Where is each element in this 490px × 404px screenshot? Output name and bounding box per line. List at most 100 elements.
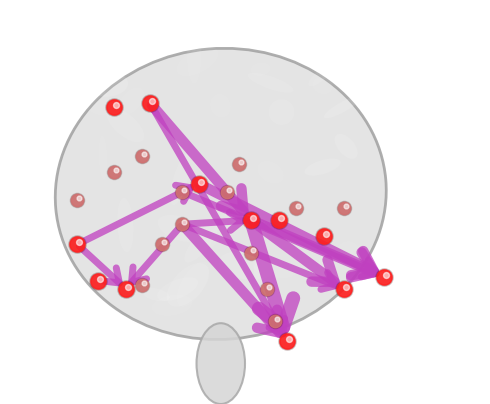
Point [74, 197, 81, 203]
Point [247, 217, 255, 223]
Point [195, 181, 202, 187]
Point [75, 195, 83, 201]
Point [140, 150, 148, 157]
Point [146, 100, 154, 106]
Ellipse shape [88, 72, 128, 97]
Ellipse shape [143, 288, 170, 301]
Ellipse shape [254, 254, 273, 285]
Ellipse shape [117, 198, 133, 252]
Point [286, 336, 294, 343]
Point [160, 239, 168, 246]
Point [263, 286, 271, 292]
Ellipse shape [258, 161, 284, 183]
Point [158, 241, 166, 248]
Point [383, 271, 391, 278]
Point [138, 152, 146, 159]
Point [112, 102, 120, 108]
Point [275, 217, 283, 223]
Point [122, 286, 130, 292]
Point [75, 239, 83, 246]
Point [158, 241, 166, 248]
Point [237, 158, 245, 165]
Point [110, 168, 118, 175]
Point [247, 249, 255, 256]
Point [284, 338, 292, 345]
Ellipse shape [158, 215, 201, 242]
Point [146, 100, 154, 106]
Point [342, 284, 350, 290]
Ellipse shape [313, 77, 333, 94]
Point [138, 282, 146, 288]
Point [223, 189, 231, 195]
Point [320, 233, 328, 240]
Point [94, 278, 101, 284]
Ellipse shape [337, 241, 359, 261]
Point [273, 316, 281, 322]
Point [74, 197, 81, 203]
Point [195, 181, 202, 187]
Point [249, 215, 257, 221]
Point [277, 215, 285, 221]
Ellipse shape [157, 277, 198, 301]
Ellipse shape [324, 96, 361, 118]
Point [223, 189, 231, 195]
Point [271, 318, 279, 324]
Ellipse shape [231, 196, 248, 206]
Point [74, 241, 81, 248]
Point [178, 221, 186, 227]
Point [148, 98, 156, 104]
Point [94, 278, 101, 284]
Point [284, 338, 292, 345]
Ellipse shape [167, 263, 209, 307]
Point [124, 284, 132, 290]
Ellipse shape [200, 221, 227, 254]
Ellipse shape [219, 252, 273, 280]
Ellipse shape [251, 63, 270, 76]
Ellipse shape [335, 134, 358, 159]
Point [249, 247, 257, 254]
Point [271, 318, 279, 324]
Point [178, 189, 186, 195]
Point [320, 233, 328, 240]
Point [247, 217, 255, 223]
Point [294, 203, 301, 209]
Ellipse shape [196, 323, 245, 404]
Point [178, 189, 186, 195]
Ellipse shape [318, 248, 335, 269]
Ellipse shape [176, 47, 218, 76]
Ellipse shape [106, 107, 145, 143]
Point [180, 219, 188, 225]
Point [340, 205, 348, 211]
Point [196, 179, 204, 185]
Ellipse shape [184, 223, 219, 263]
Point [340, 286, 348, 292]
Ellipse shape [119, 88, 144, 115]
Point [74, 241, 81, 248]
Point [138, 282, 146, 288]
Point [380, 274, 388, 280]
Ellipse shape [171, 154, 191, 205]
Point [340, 286, 348, 292]
Point [265, 284, 273, 290]
Point [110, 168, 118, 175]
Point [340, 205, 348, 211]
Point [112, 166, 120, 173]
Point [322, 231, 330, 238]
Point [140, 280, 148, 286]
Point [247, 249, 255, 256]
Point [263, 286, 271, 292]
Point [110, 104, 118, 110]
Point [180, 187, 188, 193]
Point [178, 221, 186, 227]
Point [380, 274, 388, 280]
Point [275, 217, 283, 223]
Ellipse shape [308, 66, 331, 86]
Point [342, 203, 350, 209]
Point [138, 152, 146, 159]
Point [122, 286, 130, 292]
Ellipse shape [152, 295, 192, 316]
Ellipse shape [247, 73, 294, 93]
Point [110, 104, 118, 110]
Ellipse shape [253, 301, 273, 325]
Ellipse shape [304, 158, 341, 176]
